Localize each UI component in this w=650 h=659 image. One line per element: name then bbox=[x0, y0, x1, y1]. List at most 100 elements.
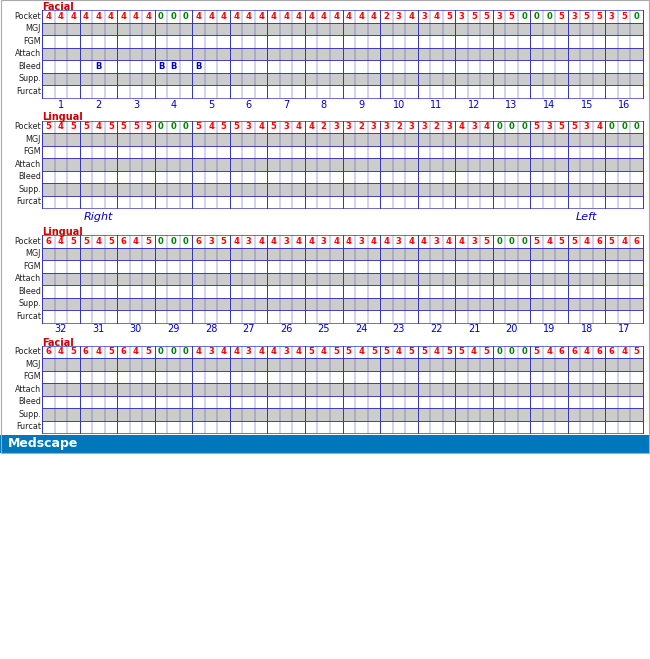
Text: 4: 4 bbox=[258, 237, 264, 246]
Text: 4: 4 bbox=[346, 12, 352, 20]
Text: 4: 4 bbox=[621, 347, 627, 357]
Text: Supp.: Supp. bbox=[18, 74, 41, 83]
Text: 3: 3 bbox=[246, 237, 252, 246]
Bar bbox=[42, 171, 643, 183]
Text: 3: 3 bbox=[471, 123, 477, 131]
Text: 4: 4 bbox=[321, 12, 327, 20]
Text: 4: 4 bbox=[308, 123, 314, 131]
Text: 16: 16 bbox=[618, 100, 630, 109]
Text: 0: 0 bbox=[509, 123, 514, 131]
Text: Lingual: Lingual bbox=[42, 113, 83, 123]
Text: 5: 5 bbox=[408, 347, 414, 357]
Bar bbox=[42, 345, 643, 358]
Bar bbox=[42, 358, 643, 370]
Text: 4: 4 bbox=[133, 12, 139, 20]
Text: 5: 5 bbox=[421, 347, 427, 357]
Text: 4: 4 bbox=[246, 12, 252, 20]
Text: 4: 4 bbox=[408, 237, 414, 246]
Text: 6: 6 bbox=[83, 347, 89, 357]
Bar bbox=[0, 435, 650, 453]
Bar bbox=[42, 146, 643, 158]
Text: 5: 5 bbox=[70, 347, 76, 357]
Text: 4: 4 bbox=[208, 123, 214, 131]
Text: 30: 30 bbox=[130, 324, 142, 335]
Text: Facial: Facial bbox=[42, 337, 73, 347]
Text: 2: 2 bbox=[358, 123, 364, 131]
Text: 6: 6 bbox=[46, 347, 51, 357]
Text: 0: 0 bbox=[534, 12, 540, 20]
Text: 3: 3 bbox=[208, 237, 214, 246]
Text: 5: 5 bbox=[220, 123, 226, 131]
Text: 5: 5 bbox=[571, 123, 577, 131]
Text: 5: 5 bbox=[559, 12, 565, 20]
Bar bbox=[42, 248, 643, 260]
Text: 11: 11 bbox=[430, 100, 443, 109]
Text: 4: 4 bbox=[333, 12, 339, 20]
Text: 5: 5 bbox=[270, 123, 276, 131]
Text: 4: 4 bbox=[258, 123, 264, 131]
Text: 5: 5 bbox=[534, 347, 540, 357]
Text: 5: 5 bbox=[70, 237, 76, 246]
Text: Bleed: Bleed bbox=[18, 62, 41, 71]
Bar bbox=[42, 196, 643, 208]
Text: 4: 4 bbox=[133, 347, 139, 357]
Text: 4: 4 bbox=[208, 12, 214, 20]
Text: 5: 5 bbox=[146, 237, 151, 246]
Bar bbox=[42, 60, 643, 72]
Text: 5: 5 bbox=[333, 347, 339, 357]
Text: Attach: Attach bbox=[15, 49, 41, 58]
Text: 3: 3 bbox=[496, 12, 502, 20]
Text: 5: 5 bbox=[559, 237, 565, 246]
Text: 4: 4 bbox=[233, 347, 239, 357]
Text: 5: 5 bbox=[108, 123, 114, 131]
Text: 0: 0 bbox=[183, 12, 189, 20]
Text: 4: 4 bbox=[434, 12, 439, 20]
Text: 5: 5 bbox=[371, 347, 377, 357]
Text: 4: 4 bbox=[220, 347, 226, 357]
Text: 5: 5 bbox=[446, 12, 452, 20]
Text: Pocket: Pocket bbox=[14, 347, 41, 357]
Text: 6: 6 bbox=[596, 237, 602, 246]
Text: FGM: FGM bbox=[23, 37, 41, 45]
Text: 4: 4 bbox=[621, 237, 627, 246]
Text: Attach: Attach bbox=[15, 159, 41, 169]
Text: 4: 4 bbox=[83, 12, 89, 20]
Bar bbox=[42, 310, 643, 322]
Text: Pocket: Pocket bbox=[14, 237, 41, 246]
Text: 0: 0 bbox=[621, 123, 627, 131]
Text: Bleed: Bleed bbox=[18, 287, 41, 296]
Bar bbox=[42, 260, 643, 273]
Text: 7: 7 bbox=[283, 100, 289, 109]
Text: 3: 3 bbox=[458, 12, 464, 20]
Text: 5: 5 bbox=[120, 123, 126, 131]
Text: MGJ: MGJ bbox=[25, 249, 41, 258]
Bar bbox=[42, 35, 643, 47]
Text: 4: 4 bbox=[484, 123, 489, 131]
Text: 6: 6 bbox=[559, 347, 565, 357]
Bar bbox=[1, 0, 649, 453]
Text: 3: 3 bbox=[358, 237, 364, 246]
Text: 6: 6 bbox=[120, 347, 126, 357]
Bar bbox=[42, 383, 643, 395]
Text: 3: 3 bbox=[396, 12, 402, 20]
Text: 4: 4 bbox=[371, 12, 377, 20]
Bar bbox=[42, 273, 643, 285]
Text: 0: 0 bbox=[158, 237, 164, 246]
Text: 5: 5 bbox=[83, 123, 89, 131]
Text: 4: 4 bbox=[308, 12, 314, 20]
Bar bbox=[42, 235, 643, 248]
Text: 0: 0 bbox=[183, 123, 189, 131]
Text: 4: 4 bbox=[396, 347, 402, 357]
Text: 5: 5 bbox=[208, 100, 214, 109]
Text: 18: 18 bbox=[580, 324, 593, 335]
Text: 4: 4 bbox=[96, 237, 101, 246]
Text: 0: 0 bbox=[609, 123, 614, 131]
Text: 3: 3 bbox=[333, 123, 339, 131]
Text: 8: 8 bbox=[320, 100, 327, 109]
Text: 4: 4 bbox=[358, 12, 364, 20]
Text: MGJ: MGJ bbox=[25, 134, 41, 144]
Text: Left: Left bbox=[576, 212, 597, 222]
Text: 4: 4 bbox=[96, 347, 101, 357]
Text: 26: 26 bbox=[280, 324, 292, 335]
Text: 3: 3 bbox=[384, 123, 389, 131]
